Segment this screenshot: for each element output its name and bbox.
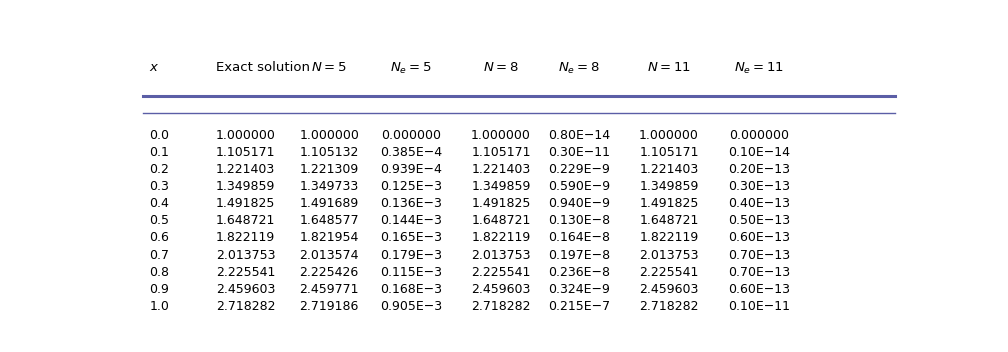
Text: 0.30E−11: 0.30E−11 [548,146,610,159]
Text: 1.221403: 1.221403 [639,163,699,176]
Text: 2.718282: 2.718282 [471,300,531,313]
Text: 0.165E−3: 0.165E−3 [380,231,443,244]
Text: 1.648721: 1.648721 [216,214,275,227]
Text: 0.136E−3: 0.136E−3 [380,197,443,210]
Text: 1.349859: 1.349859 [639,180,699,193]
Text: 1.105171: 1.105171 [639,146,699,159]
Text: $N = 11$: $N = 11$ [647,61,690,74]
Text: 2.225541: 2.225541 [639,265,699,278]
Text: 2.013574: 2.013574 [299,249,359,262]
Text: 2.459771: 2.459771 [299,283,359,296]
Text: 0.70E−13: 0.70E−13 [728,265,790,278]
Text: 0.10E−14: 0.10E−14 [728,146,790,159]
Text: 2.459603: 2.459603 [639,283,699,296]
Text: 0.385E−4: 0.385E−4 [380,146,443,159]
Text: 1.648721: 1.648721 [472,214,530,227]
Text: 1.000000: 1.000000 [471,129,531,142]
Text: 0.20E−13: 0.20E−13 [728,163,790,176]
Text: 0.70E−13: 0.70E−13 [728,249,790,262]
Text: 0.324E−9: 0.324E−9 [548,283,610,296]
Text: 2.225426: 2.225426 [299,265,359,278]
Text: 1.349733: 1.349733 [299,180,359,193]
Text: 2.225541: 2.225541 [216,265,275,278]
Text: 2.459603: 2.459603 [216,283,275,296]
Text: 0.144E−3: 0.144E−3 [380,214,443,227]
Text: 0.115E−3: 0.115E−3 [380,265,443,278]
Text: 1.349859: 1.349859 [216,180,275,193]
Text: 0.30E−13: 0.30E−13 [728,180,790,193]
Text: $N_e = 8$: $N_e = 8$ [558,61,600,76]
Text: 1.491825: 1.491825 [472,197,530,210]
Text: 2.719186: 2.719186 [299,300,359,313]
Text: 0.000000: 0.000000 [729,129,789,142]
Text: 2.225541: 2.225541 [472,265,530,278]
Text: 0.215E−7: 0.215E−7 [548,300,610,313]
Text: 0.80E−14: 0.80E−14 [548,129,610,142]
Text: 1.821954: 1.821954 [299,231,359,244]
Text: 1.491689: 1.491689 [299,197,359,210]
Text: 1.000000: 1.000000 [216,129,276,142]
Text: 0.5: 0.5 [149,214,169,227]
Text: 0.9: 0.9 [149,283,169,296]
Text: 1.822119: 1.822119 [216,231,275,244]
Text: 2.718282: 2.718282 [639,300,699,313]
Text: 0.2: 0.2 [149,163,169,176]
Text: 0.3: 0.3 [149,180,169,193]
Text: 0.179E−3: 0.179E−3 [380,249,443,262]
Text: 0.939E−4: 0.939E−4 [380,163,443,176]
Text: 0.40E−13: 0.40E−13 [728,197,790,210]
Text: Exact solution: Exact solution [216,61,309,74]
Text: 0.940E−9: 0.940E−9 [548,197,610,210]
Text: 1.349859: 1.349859 [472,180,530,193]
Text: 0.7: 0.7 [149,249,169,262]
Text: 1.000000: 1.000000 [299,129,359,142]
Text: 2.718282: 2.718282 [216,300,275,313]
Text: 1.105171: 1.105171 [471,146,531,159]
Text: 0.60E−13: 0.60E−13 [728,231,790,244]
Text: 2.013753: 2.013753 [639,249,699,262]
Text: 2.013753: 2.013753 [216,249,275,262]
Text: $N_e = 5$: $N_e = 5$ [390,61,432,76]
Text: 0.10E−11: 0.10E−11 [728,300,790,313]
Text: 0.229E−9: 0.229E−9 [548,163,610,176]
Text: 0.1: 0.1 [149,146,169,159]
Text: 1.0: 1.0 [149,300,169,313]
Text: 0.0: 0.0 [149,129,169,142]
Text: 1.221403: 1.221403 [472,163,530,176]
Text: 0.50E−13: 0.50E−13 [728,214,790,227]
Text: 0.8: 0.8 [149,265,169,278]
Text: 0.168E−3: 0.168E−3 [380,283,443,296]
Text: 0.197E−8: 0.197E−8 [548,249,610,262]
Text: 0.130E−8: 0.130E−8 [548,214,610,227]
Text: 0.4: 0.4 [149,197,169,210]
Text: 0.000000: 0.000000 [381,129,442,142]
Text: 1.822119: 1.822119 [472,231,530,244]
Text: 1.000000: 1.000000 [639,129,699,142]
Text: 1.491825: 1.491825 [639,197,699,210]
Text: 0.6: 0.6 [149,231,169,244]
Text: 1.648577: 1.648577 [299,214,359,227]
Text: 1.822119: 1.822119 [639,231,699,244]
Text: 1.221309: 1.221309 [299,163,359,176]
Text: 0.236E−8: 0.236E−8 [548,265,610,278]
Text: $N = 5$: $N = 5$ [311,61,347,74]
Text: 0.164E−8: 0.164E−8 [548,231,610,244]
Text: 1.105132: 1.105132 [299,146,359,159]
Text: 2.459603: 2.459603 [472,283,530,296]
Text: 1.491825: 1.491825 [216,197,275,210]
Text: $N_e = 11$: $N_e = 11$ [734,61,784,76]
Text: 1.105171: 1.105171 [216,146,275,159]
Text: 2.013753: 2.013753 [471,249,531,262]
Text: $N = 8$: $N = 8$ [483,61,519,74]
Text: $x$: $x$ [149,61,159,74]
Text: 1.648721: 1.648721 [639,214,699,227]
Text: 1.221403: 1.221403 [216,163,275,176]
Text: 0.590E−9: 0.590E−9 [548,180,610,193]
Text: 0.60E−13: 0.60E−13 [728,283,790,296]
Text: 0.905E−3: 0.905E−3 [380,300,443,313]
Text: 0.125E−3: 0.125E−3 [380,180,443,193]
